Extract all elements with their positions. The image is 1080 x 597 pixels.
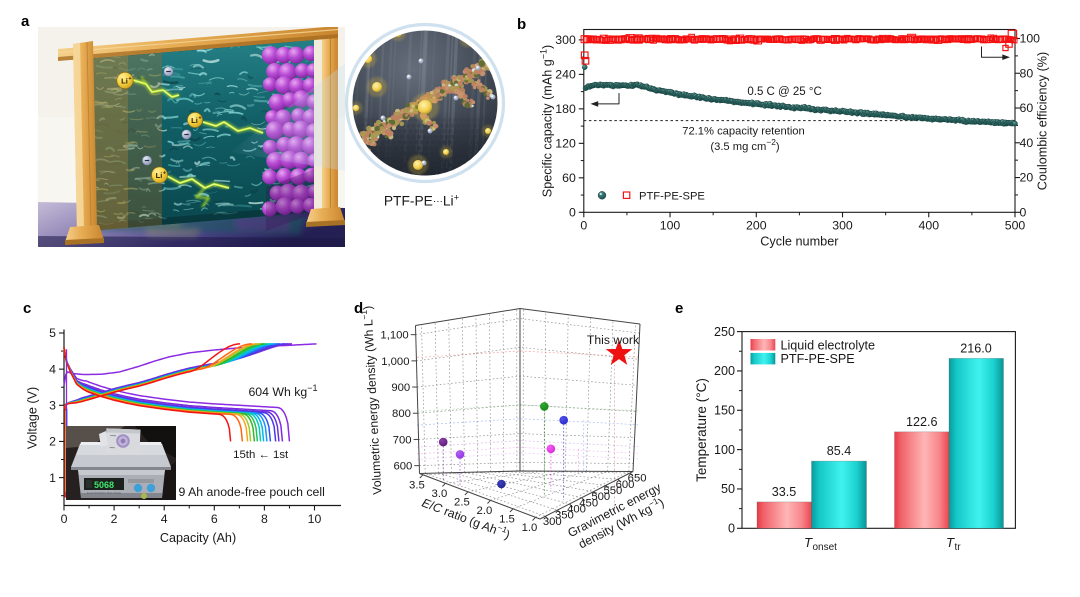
- svg-text:1: 1: [49, 471, 56, 485]
- svg-text:180: 180: [555, 102, 576, 116]
- svg-text:72.1% capacity retention: 72.1% capacity retention: [682, 126, 805, 138]
- svg-text:216.0: 216.0: [960, 341, 992, 355]
- svg-text:1,100: 1,100: [380, 330, 408, 342]
- svg-text:Coulombic efficiency (%): Coulombic efficiency (%): [1036, 52, 1050, 190]
- svg-text:122.6: 122.6: [906, 415, 938, 429]
- svg-text:33.5: 33.5: [772, 485, 797, 499]
- svg-text:c: c: [23, 300, 31, 317]
- svg-text:4: 4: [49, 362, 56, 376]
- svg-text:604 Wh kg−1: 604 Wh kg−1: [248, 383, 317, 399]
- svg-text:15th ← 1st: 15th ← 1st: [233, 449, 289, 461]
- svg-text:650: 650: [628, 473, 647, 485]
- svg-text:1.0: 1.0: [522, 522, 538, 534]
- svg-text:60: 60: [562, 171, 576, 185]
- svg-text:2.5: 2.5: [454, 496, 470, 508]
- svg-text:Capacity (Ah): Capacity (Ah): [160, 531, 236, 545]
- svg-text:300: 300: [555, 33, 576, 47]
- svg-text:Cycle number: Cycle number: [760, 234, 839, 248]
- svg-text:1,000: 1,000: [381, 356, 409, 368]
- svg-text:0: 0: [569, 206, 576, 220]
- svg-text:ELECTRONIC BALANCE: ELECTRONIC BALANCE: [87, 491, 121, 495]
- svg-text:a: a: [21, 13, 30, 30]
- svg-text:This work: This work: [587, 333, 640, 347]
- svg-text:+: +: [128, 76, 131, 82]
- svg-text:Voltage (V): Voltage (V): [26, 387, 40, 449]
- svg-text:300: 300: [832, 218, 853, 232]
- svg-text:Temperature (°C): Temperature (°C): [694, 378, 709, 482]
- svg-text:5068: 5068: [94, 480, 114, 490]
- svg-text:200: 200: [746, 218, 767, 232]
- svg-text:80: 80: [1020, 67, 1034, 81]
- svg-text:600: 600: [393, 461, 412, 473]
- svg-text:10: 10: [308, 512, 322, 526]
- svg-text:6: 6: [211, 512, 218, 526]
- svg-text:tr: tr: [955, 542, 962, 553]
- svg-text:4: 4: [161, 512, 168, 526]
- svg-text:Liquid electrolyte: Liquid electrolyte: [781, 338, 876, 352]
- svg-text:40: 40: [1020, 136, 1034, 150]
- svg-text:900: 900: [391, 382, 410, 394]
- svg-text:0.5 C @ 25 °C: 0.5 C @ 25 °C: [747, 86, 821, 98]
- svg-text:PTF-PE⋯Li+: PTF-PE⋯Li+: [384, 192, 460, 209]
- svg-text:5: 5: [49, 326, 56, 340]
- svg-text:150: 150: [714, 404, 735, 418]
- svg-text:Li: Li: [156, 171, 163, 180]
- svg-text:b: b: [517, 16, 526, 33]
- svg-text:8: 8: [261, 512, 268, 526]
- svg-text:100: 100: [660, 218, 681, 232]
- svg-text:Li: Li: [121, 76, 128, 85]
- svg-text:+: +: [163, 171, 166, 177]
- svg-text:onset: onset: [813, 542, 838, 553]
- svg-text:2.0: 2.0: [477, 505, 493, 517]
- svg-text:0: 0: [61, 512, 68, 526]
- svg-text:2: 2: [111, 512, 118, 526]
- svg-text:Li: Li: [191, 116, 198, 125]
- svg-text:500: 500: [1005, 218, 1026, 232]
- svg-text:100: 100: [714, 443, 735, 457]
- svg-text:0: 0: [580, 218, 587, 232]
- svg-text:20: 20: [1020, 171, 1034, 185]
- svg-text:100: 100: [1020, 32, 1041, 46]
- svg-text:400: 400: [919, 218, 940, 232]
- svg-text:50: 50: [721, 482, 735, 496]
- svg-text:700: 700: [393, 434, 412, 446]
- svg-text:PTF-PE-SPE: PTF-PE-SPE: [639, 190, 705, 202]
- svg-text:2: 2: [49, 435, 56, 449]
- svg-text:3: 3: [49, 399, 56, 413]
- svg-text:e: e: [675, 300, 683, 317]
- svg-text:Specific capacity (mAh g−1): Specific capacity (mAh g−1): [539, 45, 555, 197]
- svg-text:PTF-PE-SPE: PTF-PE-SPE: [781, 352, 855, 366]
- svg-text:250: 250: [714, 325, 735, 339]
- svg-text:9 Ah anode-free pouch cell: 9 Ah anode-free pouch cell: [179, 485, 325, 499]
- svg-text:120: 120: [555, 137, 576, 151]
- svg-text:0: 0: [728, 522, 735, 536]
- svg-text:60: 60: [1020, 101, 1034, 115]
- svg-text:85.4: 85.4: [827, 444, 852, 458]
- svg-text:800: 800: [392, 408, 411, 420]
- svg-text:3.5: 3.5: [409, 479, 425, 491]
- svg-text:200: 200: [714, 364, 735, 378]
- svg-text:240: 240: [555, 68, 576, 82]
- svg-text:+: +: [198, 116, 201, 122]
